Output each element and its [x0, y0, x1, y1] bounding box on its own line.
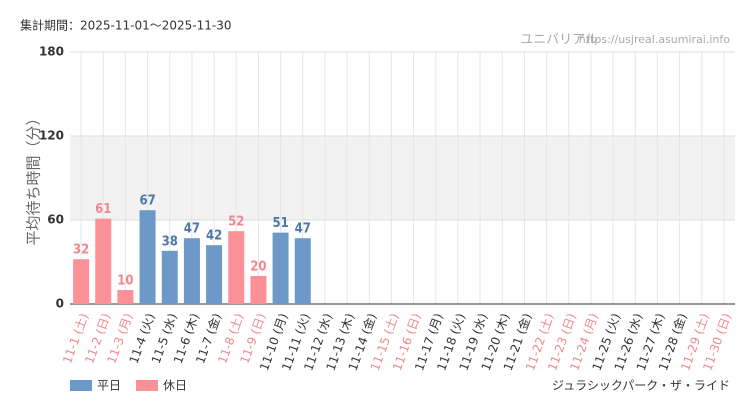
y-tick-label: 120 [39, 129, 64, 143]
bar [161, 250, 178, 304]
bar [206, 245, 223, 304]
value-label: 47 [184, 222, 200, 237]
value-label: 51 [272, 216, 288, 231]
y-tick-label: 0 [56, 297, 64, 311]
bar [294, 238, 311, 304]
legend-swatch [136, 380, 158, 391]
value-label: 61 [95, 202, 111, 217]
footer: ジュラシックパーク・ザ・ライド [552, 379, 730, 393]
source: ユニバリアル [520, 33, 598, 48]
y-tick-label: 60 [47, 213, 64, 227]
value-label: 42 [206, 229, 222, 244]
chart-title: 集計期間：2025-11-01〜2025-11-30 [20, 18, 231, 33]
value-label: 32 [73, 243, 89, 258]
value-label: 38 [162, 234, 178, 249]
y-tick-label: 180 [39, 45, 64, 59]
legend-label: 平日 [97, 379, 121, 393]
bar [228, 231, 245, 304]
bar [73, 259, 90, 304]
plot-band [70, 136, 735, 220]
value-label: 10 [117, 274, 133, 289]
bar [95, 218, 112, 304]
bar [250, 276, 267, 304]
value-label: 52 [228, 215, 244, 230]
legend-swatch [70, 380, 92, 391]
legend-label: 休日 [163, 379, 187, 393]
bar [183, 238, 200, 304]
y-axis-label: 平均待ち時間（分） [25, 110, 43, 245]
value-label: 47 [295, 222, 311, 237]
bar [139, 210, 156, 304]
value-label: 67 [139, 194, 155, 209]
bar [117, 290, 134, 304]
source-url: https://usjreal.asumirai.info [579, 33, 730, 46]
bar [272, 232, 289, 304]
value-label: 20 [250, 260, 266, 275]
